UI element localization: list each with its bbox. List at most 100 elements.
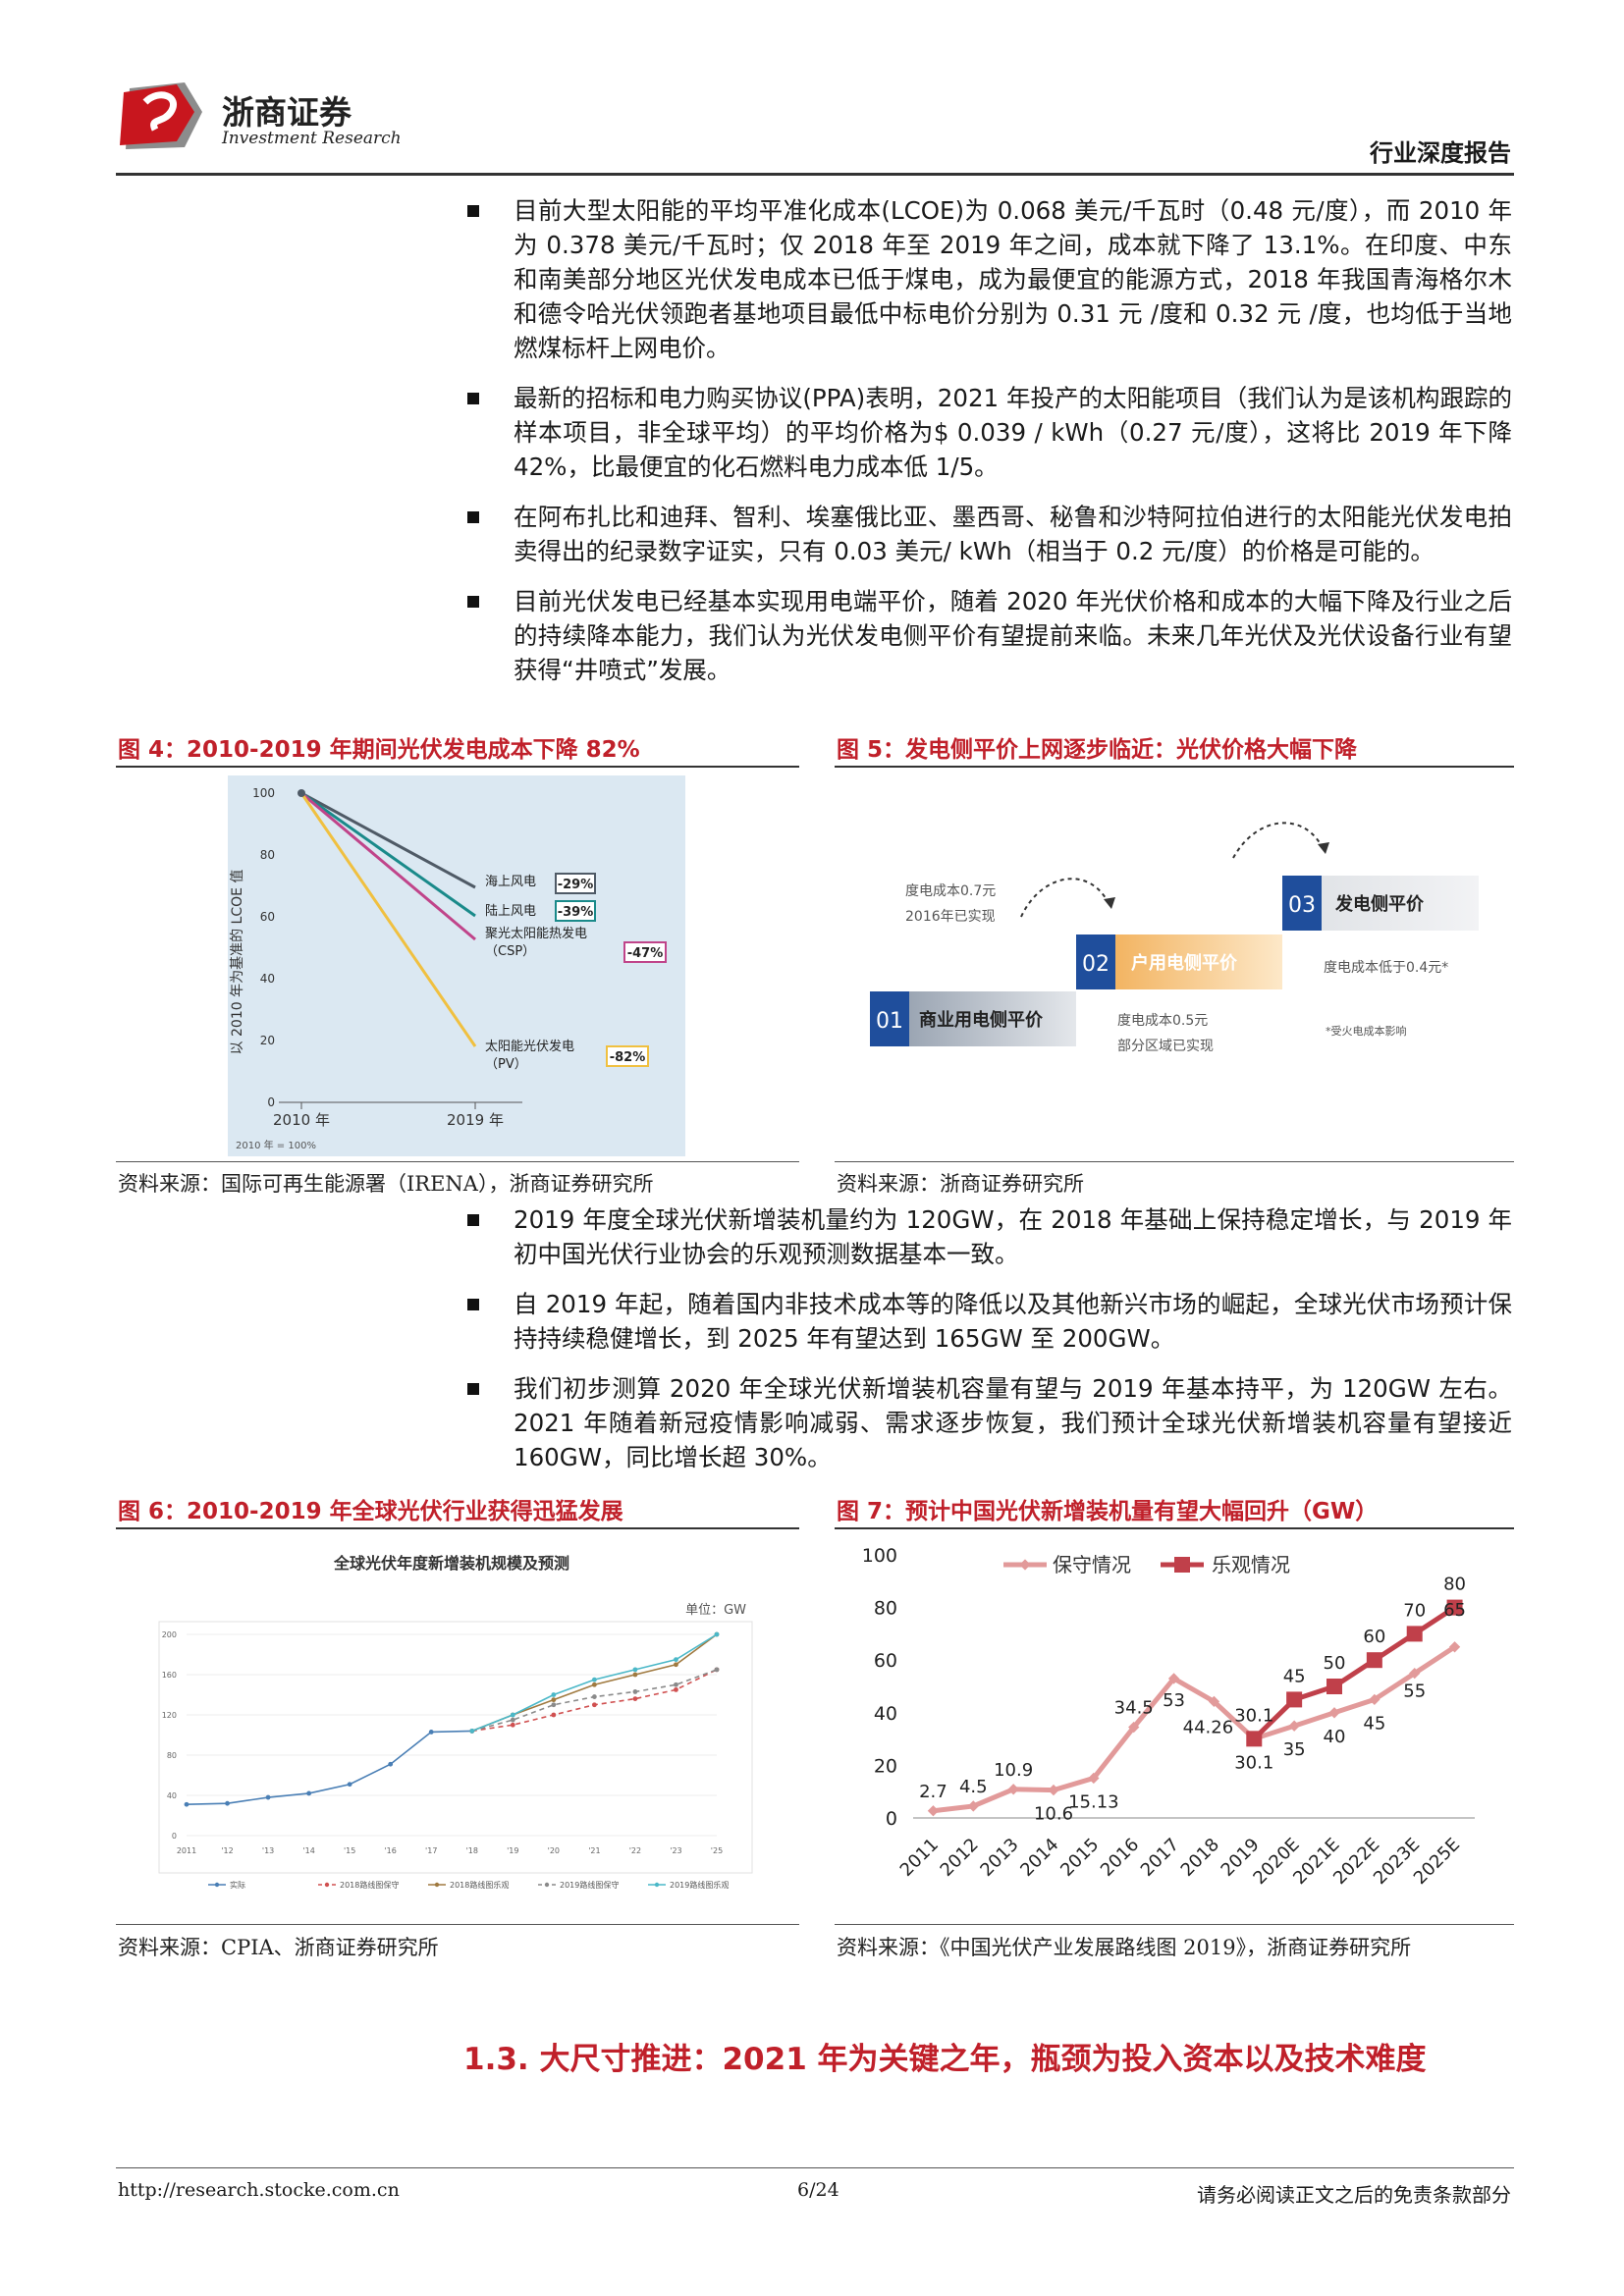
fig7-ytick: 20 — [874, 1755, 897, 1777]
fig7-xtick: 2025E — [1410, 1835, 1464, 1889]
step2-label: 户用电侧平价 — [1131, 952, 1238, 974]
fig7-xtick: 2011 — [896, 1835, 943, 1881]
fig4-label-pv: 太阳能光伏发电 — [485, 1039, 574, 1054]
fig7-data-label: 30.1 — [1234, 1705, 1273, 1726]
fig7-point-optimistic — [1286, 1691, 1303, 1708]
fig6-point — [184, 1801, 189, 1807]
fig6-point — [591, 1677, 597, 1682]
bullet-list-mid: 2019 年度全球光伏新增装机量约为 120GW，在 2018 年基础上保持稳定… — [461, 1202, 1512, 1490]
fig4-top-rule — [116, 766, 799, 768]
fig7-title: 图 7：预计中国光伏新增装机量有望大幅回升（GW） — [837, 1499, 1379, 1524]
fig7-data-label: 55 — [1403, 1682, 1426, 1702]
fig6-point — [428, 1730, 434, 1735]
list-item: 自 2019 年起，随着国内非技术成本等的降低以及其他新兴市场的崛起，全球光伏市… — [461, 1287, 1512, 1356]
fig6-xtick: '17 — [425, 1846, 437, 1855]
fig6-ytick: 0 — [172, 1832, 177, 1841]
fig4-line-pv — [299, 792, 477, 1047]
logo-name-en: Investment Research — [222, 129, 402, 148]
fig6-series-line — [186, 1730, 472, 1806]
fig6-legend-label: 2018路线图乐观 — [450, 1880, 509, 1890]
fig6-legend-marker — [434, 1882, 440, 1888]
fig4-footnote: 2010 年 = 100% — [236, 1139, 316, 1151]
fig7-data-label: 2.7 — [919, 1782, 947, 1802]
fig6-point — [469, 1729, 475, 1734]
fig7-point-optimistic — [1366, 1652, 1382, 1669]
fig6-point — [551, 1692, 557, 1697]
fig6-unit: 单位：GW — [685, 1603, 746, 1618]
fig7-xtick: 2015 — [1056, 1835, 1103, 1881]
fig7-series-conservative — [933, 1644, 1456, 1814]
fig7-source: 资料来源：《中国光伏产业发展路线图 2019》，浙商证券研究所 — [837, 1936, 1412, 1959]
fig7-xtick: 2014 — [1016, 1835, 1062, 1881]
fig6-ytick: 120 — [162, 1711, 177, 1720]
fig6-point — [632, 1672, 638, 1678]
bullet-list-top: 目前大型太阳能的平均平准化成本(LCOE)为 0.068 美元/千瓦时（0.48… — [461, 193, 1512, 703]
fig6-xtick: '25 — [711, 1846, 723, 1855]
fig7-legend-marker — [1019, 1559, 1031, 1571]
step1-number: 01 — [876, 1009, 903, 1034]
fig7-ytick: 100 — [862, 1545, 897, 1567]
fig6-point — [551, 1702, 557, 1708]
fig6-legend-label: 实际 — [230, 1880, 245, 1890]
fig6-point — [674, 1657, 678, 1663]
fig7-data-label: 4.5 — [959, 1777, 988, 1797]
fig6-ytick: 80 — [167, 1751, 177, 1760]
fig6-legend-marker — [214, 1882, 220, 1888]
list-item: 我们初步测算 2020 年全球光伏新增装机容量有望与 2019 年基本持平，为 … — [461, 1371, 1512, 1474]
footer-url[interactable]: http://research.stocke.com.cn — [118, 2179, 400, 2201]
fig7-data-label: 10.6 — [1034, 1804, 1073, 1825]
footer-divider — [116, 2167, 1514, 2168]
section-title: 1.3. 大尺寸推进：2021 年为关键之年，瓶颈为投入资本以及技术难度 — [463, 2042, 1427, 2077]
fig7-point-conservative — [1288, 1720, 1300, 1732]
fig6-point — [591, 1694, 597, 1699]
fig7-data-label: 40 — [1324, 1727, 1346, 1747]
fig7-data-label: 70 — [1403, 1600, 1426, 1621]
fig6-point — [591, 1682, 597, 1687]
fig6-point — [306, 1790, 312, 1796]
note2-line2: 部分区域已实现 — [1117, 1039, 1214, 1054]
fig4-label-csp: 聚光太阳能热发电 — [485, 926, 587, 941]
company-logo-icon — [120, 82, 202, 149]
fig4-ytick: 0 — [267, 1095, 275, 1109]
fig7-data-label: 10.9 — [994, 1760, 1033, 1781]
fig6-ytick: 200 — [162, 1630, 177, 1639]
fig7-point-optimistic — [1406, 1626, 1423, 1642]
fig6-point — [674, 1662, 678, 1668]
fig7-data-label: 30.1 — [1234, 1752, 1273, 1773]
fig6-legend-label: 2019路线图保守 — [560, 1880, 619, 1890]
fig6-xtick: '13 — [262, 1846, 274, 1855]
fig6-point — [265, 1794, 271, 1800]
fig7-data-label: 45 — [1283, 1666, 1306, 1686]
fig6-point — [551, 1697, 557, 1703]
report-type: 行业深度报告 — [1370, 139, 1511, 167]
list-item: 最新的招标和电力购买协议(PPA)表明，2021 年投产的太阳能项目（我们认为是… — [461, 381, 1512, 484]
fig6-point — [632, 1667, 638, 1673]
fig6-point — [714, 1667, 720, 1673]
fig6-ytick: 40 — [167, 1791, 177, 1800]
fig6-xtick: '21 — [588, 1846, 600, 1855]
fig6-legend-label: 2019路线图乐观 — [670, 1880, 729, 1890]
fig7-point-optimistic — [1446, 1599, 1463, 1616]
fig7-bottom-rule — [835, 1924, 1514, 1925]
fig6-xtick: '15 — [344, 1846, 355, 1855]
fig6-xtick: '23 — [670, 1846, 681, 1855]
fig7-xtick: 2013 — [976, 1835, 1022, 1881]
fig6-point — [388, 1761, 394, 1767]
fig6-ytick: 160 — [162, 1671, 177, 1680]
fig7-data-label: 34.5 — [1114, 1698, 1154, 1719]
fig4-ytick: 40 — [260, 972, 275, 986]
fig7-ytick: 60 — [874, 1650, 897, 1672]
fig6-legend-marker — [544, 1882, 550, 1888]
fig6-point — [674, 1682, 678, 1687]
fig6-xtick: '22 — [629, 1846, 641, 1855]
fig6-xtick: '12 — [221, 1846, 233, 1855]
fig4-source: 资料来源：国际可再生能源署（IRENA），浙商证券研究所 — [118, 1172, 654, 1196]
list-item: 在阿布扎比和迪拜、智利、埃塞俄比亚、墨西哥、秘鲁和沙特阿拉伯进行的太阳能光伏发电… — [461, 500, 1512, 568]
fig5-top-rule — [835, 766, 1514, 768]
fig7-data-label: 65 — [1443, 1600, 1466, 1621]
fig4-label-onshore: 陆上风电 — [485, 903, 536, 919]
fig7-data-label: 50 — [1324, 1653, 1346, 1674]
fig4-line-onshore — [300, 791, 476, 918]
list-item: 目前光伏发电已经基本实现用电端平价，随着 2020 年光伏价格和成本的大幅下降及… — [461, 584, 1512, 687]
note2-line1: 度电成本0.5元 — [1117, 1013, 1208, 1029]
